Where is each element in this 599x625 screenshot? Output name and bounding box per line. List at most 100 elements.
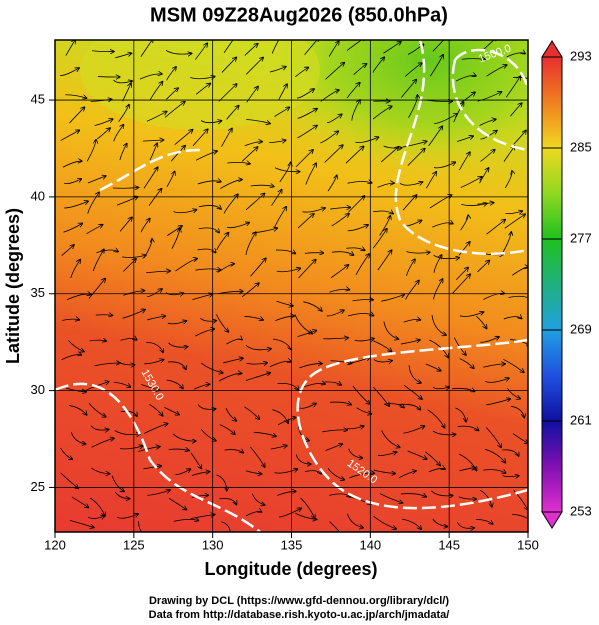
- streamline: [477, 203, 493, 204]
- streamline: [245, 344, 271, 350]
- streamline: [431, 490, 452, 496]
- streamline: [452, 274, 471, 294]
- streamline: [146, 271, 170, 273]
- streamline: [403, 385, 422, 399]
- x-tick-label: 125: [123, 537, 145, 552]
- streamline: [166, 379, 183, 389]
- y-tick-label: 40: [31, 188, 45, 203]
- streamline: [331, 214, 349, 227]
- streamline: [347, 513, 363, 528]
- x-tick-label: 135: [281, 537, 303, 552]
- streamline: [122, 255, 146, 257]
- streamline: [70, 431, 85, 444]
- streamline: [113, 125, 124, 142]
- streamline: [61, 355, 82, 360]
- streamline: [379, 216, 391, 236]
- streamline: [427, 409, 445, 428]
- streamline: [373, 516, 396, 528]
- streamline: [372, 57, 384, 73]
- y-tick-label: 25: [31, 479, 45, 494]
- streamline: [219, 424, 235, 435]
- streamline: [378, 452, 397, 456]
- streamline: [246, 86, 258, 103]
- streamline: [221, 128, 232, 147]
- streamline: [304, 253, 324, 254]
- streamline: [513, 490, 528, 509]
- streamline: [480, 150, 495, 162]
- field: [55, 40, 528, 532]
- streamline: [63, 223, 82, 233]
- streamline: [329, 289, 350, 293]
- streamline: [373, 359, 392, 361]
- streamline: [148, 189, 161, 206]
- streamline: [245, 193, 264, 211]
- streamline: [398, 403, 420, 409]
- streamline: [164, 102, 185, 118]
- streamline: [373, 386, 389, 406]
- streamline: [477, 260, 489, 273]
- streamline: [455, 75, 476, 82]
- streamline: [479, 119, 496, 126]
- streamline: [325, 63, 344, 80]
- streamline: [112, 187, 139, 188]
- streamline: [60, 68, 79, 76]
- streamline: [245, 232, 256, 255]
- streamline: [345, 146, 364, 164]
- streamline: [149, 143, 157, 161]
- streamline: [407, 149, 425, 166]
- streamline: [221, 521, 231, 532]
- streamline: [503, 358, 524, 372]
- streamline: [476, 519, 492, 524]
- streamline: [95, 315, 113, 316]
- streamline: [432, 40, 445, 52]
- streamline: [122, 310, 145, 319]
- x-tick-label: 140: [359, 537, 381, 552]
- streamline: [505, 76, 520, 98]
- streamline: [276, 268, 301, 273]
- streamline: [119, 446, 143, 449]
- streamline: [351, 100, 360, 121]
- streamline: [68, 340, 84, 351]
- streamline: [221, 57, 236, 73]
- streamline: [324, 382, 341, 385]
- streamline: [139, 74, 162, 80]
- streamline: [348, 448, 363, 458]
- streamline: [483, 293, 504, 300]
- streamline: [325, 444, 343, 451]
- streamline: [431, 315, 446, 335]
- streamline: [200, 362, 223, 373]
- streamline: [432, 518, 448, 526]
- streamline: [398, 471, 416, 479]
- streamline: [373, 469, 396, 474]
- streamline: [226, 106, 239, 120]
- streamline: [168, 361, 186, 370]
- streamline: [173, 519, 199, 521]
- streamline: [123, 291, 144, 296]
- streamline: [295, 512, 316, 519]
- streamline: [119, 217, 132, 232]
- streamline: [166, 171, 175, 188]
- streamline: [459, 468, 476, 472]
- contour: [296, 338, 528, 510]
- streamline: [426, 100, 452, 101]
- streamline: [96, 250, 118, 254]
- streamline: [190, 452, 202, 469]
- streamline: [348, 313, 373, 315]
- streamline: [195, 269, 221, 270]
- streamline: [245, 511, 262, 517]
- streamline: [425, 451, 440, 466]
- streamline: [274, 167, 300, 172]
- streamline: [347, 196, 364, 213]
- streamline: [512, 433, 528, 444]
- cool-region: [80, 40, 320, 130]
- streamline: [195, 151, 217, 161]
- streamline: [227, 162, 250, 163]
- streamline: [404, 63, 422, 77]
- streamline: [269, 140, 286, 142]
- contour: [394, 40, 528, 255]
- streamline: [331, 252, 354, 255]
- title: MSM 09Z28Aug2026 (850.0hPa): [150, 4, 448, 26]
- streamline: [383, 42, 400, 54]
- streamline: [346, 83, 360, 99]
- streamline: [114, 430, 140, 435]
